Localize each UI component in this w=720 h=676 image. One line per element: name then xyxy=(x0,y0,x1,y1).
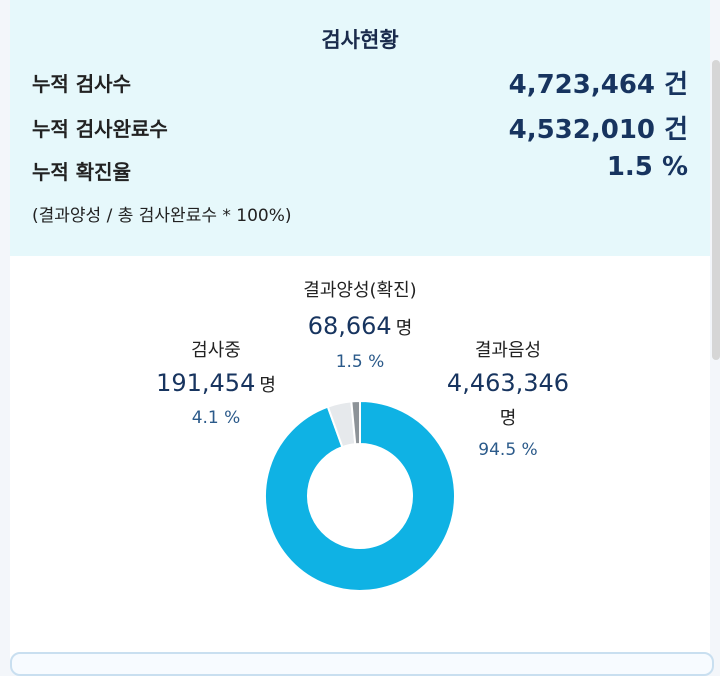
cumulative-tests-label: 누적 검사수 xyxy=(32,72,131,96)
cumulative-completed-label: 누적 검사완료수 xyxy=(32,117,168,141)
donut-chart xyxy=(264,399,456,592)
negative-count: 4,463,346 xyxy=(446,369,570,397)
panel-title: 검사현황 xyxy=(321,28,399,52)
positive-percent: 1.5 % xyxy=(335,352,385,372)
test-summary-panel: 검사현황 누적 검사수 4,723,464 건 누적 검사완료수 4,532,0… xyxy=(10,0,710,256)
cumulative-positive-rate-value: 1.5 % xyxy=(606,152,688,182)
test-result-chart: 결과양성(확진) 68,664 명 1.5 % 검사중 191,454 명 4.1 … xyxy=(10,256,710,636)
positive-count-row: 68,664 명 xyxy=(260,312,460,340)
testing-label: 검사중 xyxy=(191,340,241,361)
cumulative-completed-value: 4,532,010 건 xyxy=(508,115,688,145)
testing-unit: 명 xyxy=(259,375,276,396)
donut-slice-2 xyxy=(350,399,361,446)
positive-count: 68,664 xyxy=(307,312,392,340)
negative-percent: 94.5 % xyxy=(478,440,538,460)
negative-unit: 명 xyxy=(499,408,517,429)
screen: 검사현황 누적 검사수 4,723,464 건 누적 검사완료수 4,532,0… xyxy=(10,0,714,676)
rate-formula-note: (결과양성 / 총 검사완료수 * 100%) xyxy=(32,206,292,226)
donut-slice-0 xyxy=(264,399,456,592)
positive-label: 결과양성(확진) xyxy=(303,280,417,301)
testing-count-row: 191,454 명 xyxy=(116,369,316,397)
negative-label: 결과음성 xyxy=(474,340,542,361)
testing-percent: 4.1 % xyxy=(191,408,241,428)
scrollbar[interactable] xyxy=(712,60,720,360)
cumulative-positive-rate-label: 누적 확진율 xyxy=(32,160,131,184)
positive-unit: 명 xyxy=(395,318,413,339)
next-panel-edge xyxy=(10,652,714,676)
testing-count: 191,454 xyxy=(156,369,256,397)
cumulative-tests-value: 4,723,464 건 xyxy=(508,70,688,100)
